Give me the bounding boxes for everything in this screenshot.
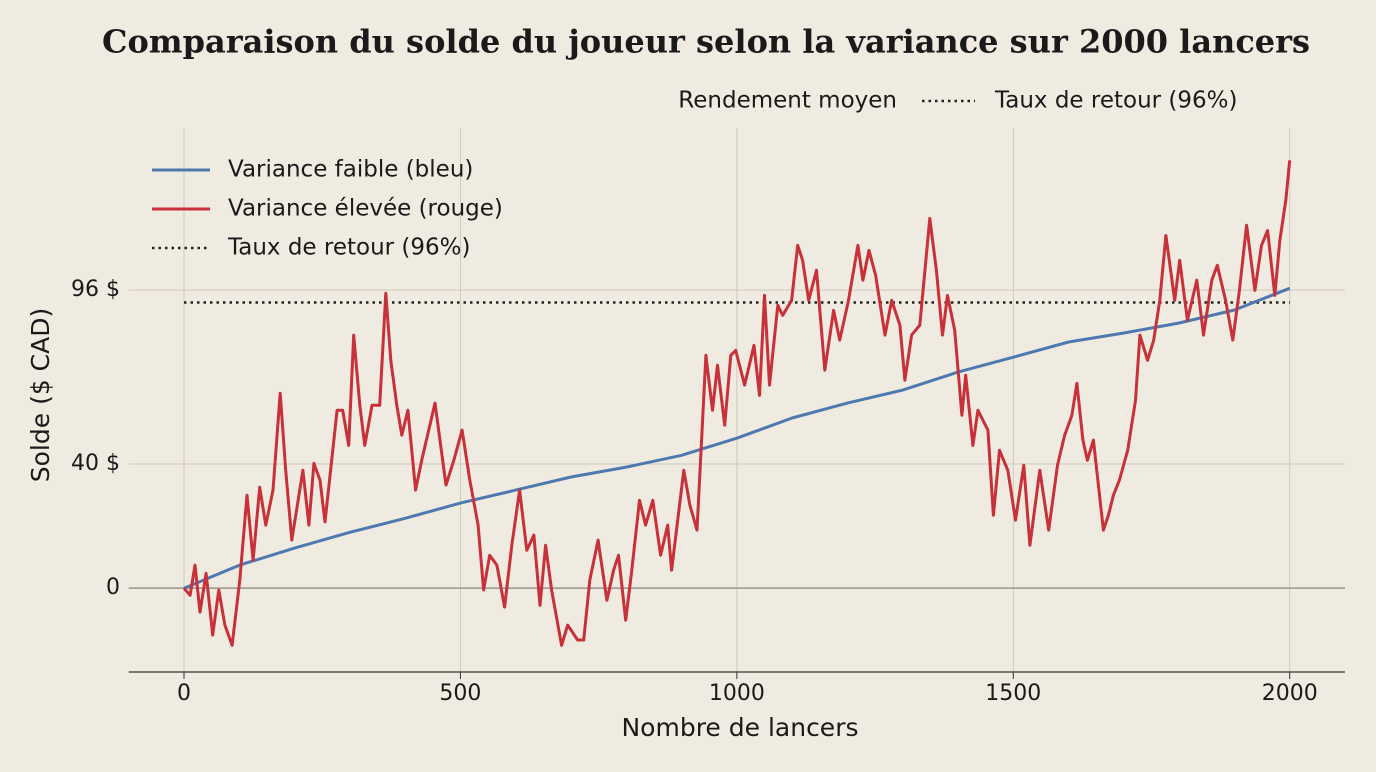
series-line — [182, 160, 1292, 647]
x-tick-label: 0 — [177, 681, 191, 706]
y-tick-label: 96 $ — [71, 277, 120, 302]
legend-title: Rendement moyen — [678, 88, 897, 114]
series-line — [183, 286, 1291, 590]
x-tick-label: 1000 — [709, 681, 765, 706]
x-tick-label: 2000 — [1262, 681, 1318, 706]
legend-label: Taux de retour (96%) — [227, 235, 471, 261]
x-tick-label: 1500 — [985, 681, 1041, 706]
x-axis-label: Nombre de lancers — [621, 713, 858, 742]
legend-label: Variance faible (bleu) — [228, 157, 473, 183]
chart-title: Comparaison du solde du joueur selon la … — [102, 23, 1310, 61]
y-tick-label: 0 — [106, 575, 120, 600]
y-tick-label: 40 $ — [71, 451, 120, 476]
y-axis-label: Solde ($ CAD) — [26, 308, 55, 482]
legend-label: Taux de retour (96%) — [994, 88, 1238, 114]
legend-label: Variance élevée (rouge) — [228, 196, 503, 222]
x-tick-label: 500 — [439, 681, 481, 706]
